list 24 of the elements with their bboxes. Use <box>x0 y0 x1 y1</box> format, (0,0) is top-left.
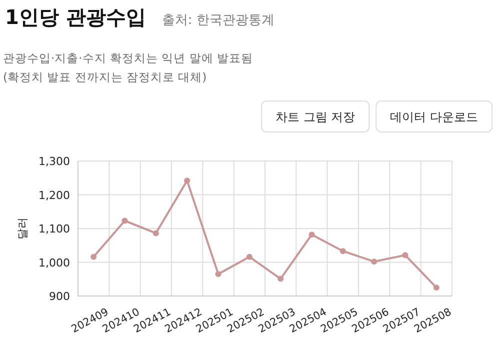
y-tick-label: 1,200 <box>38 188 70 202</box>
point <box>433 284 440 291</box>
text: 차트 그림 저장 <box>276 110 356 124</box>
point <box>90 254 97 260</box>
text: 데이터 다운로드 <box>390 110 478 124</box>
point <box>246 254 252 260</box>
chart-title: 1인당 관광수입 <box>5 5 146 29</box>
y-tick-label: 1,300 <box>38 155 70 168</box>
point <box>152 230 159 236</box>
point <box>402 252 408 258</box>
text: (확정치 발표 전까지는 잠정치로 대체) <box>3 70 207 84</box>
point <box>122 218 128 224</box>
y-axis-title: 달러 <box>16 218 29 240</box>
y-tick-label: 1,100 <box>38 222 70 236</box>
point <box>308 232 315 238</box>
y-tick-label: 1,000 <box>38 256 70 270</box>
y-tick-label: 900 <box>49 290 70 303</box>
source-note: 출처: 한국관광통계 <box>162 13 274 28</box>
point <box>184 178 190 184</box>
point <box>340 248 346 254</box>
text: 관광수입·지출·수지 확정치는 익년 말에 발표됨 <box>3 51 253 65</box>
point <box>371 258 378 265</box>
point <box>278 276 284 282</box>
point <box>215 271 222 278</box>
